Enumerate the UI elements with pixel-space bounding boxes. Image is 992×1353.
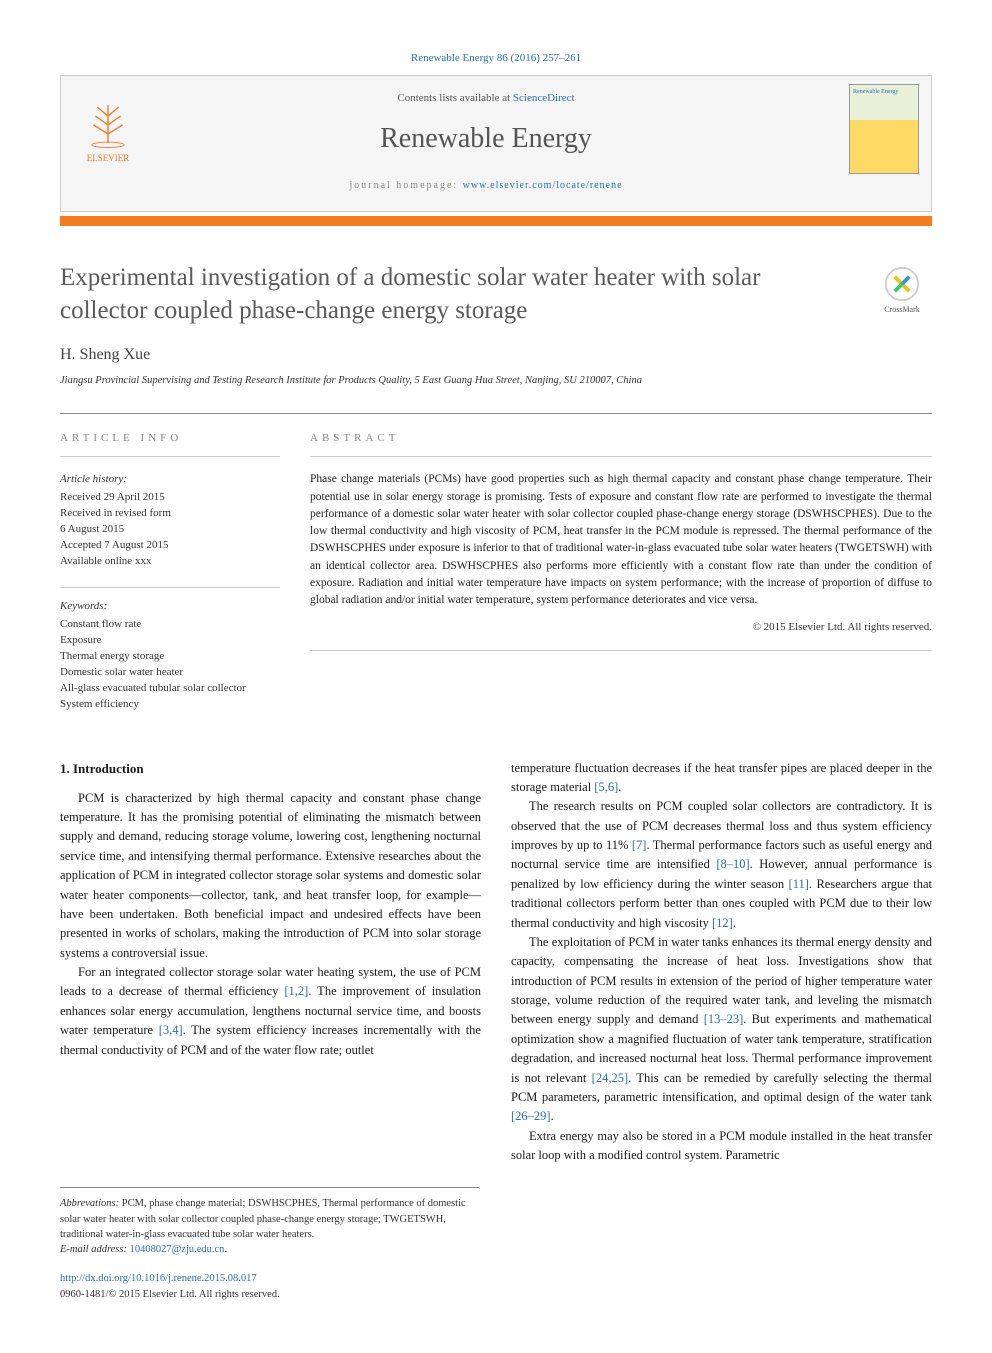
abbrev-label: Abbrevations:	[60, 1198, 119, 1209]
body-paragraph: temperature fluctuation decreases if the…	[511, 759, 932, 798]
history-item: Available online xxx	[60, 554, 280, 570]
email-line: E-mail address: 10408027@zju.edu.cn.	[60, 1242, 479, 1257]
contents-line: Contents lists available at ScienceDirec…	[161, 90, 811, 107]
homepage-prefix: journal homepage:	[349, 180, 462, 191]
history-item: Received 29 April 2015	[60, 490, 280, 506]
elsevier-logo: ELSEVIER	[73, 86, 143, 166]
column-right: temperature fluctuation decreases if the…	[511, 759, 932, 1166]
abbrev-text: PCM, phase change material; DSWHSCPHES, …	[60, 1198, 466, 1239]
journal-name: Renewable Energy	[161, 118, 811, 160]
journal-header: ELSEVIER Renewable Energy Contents lists…	[60, 75, 932, 213]
column-left: 1. Introduction PCM is characterized by …	[60, 759, 481, 1166]
doi-block: http://dx.doi.org/10.1016/j.renene.2015.…	[60, 1271, 932, 1303]
citation-ref[interactable]: [1,2]	[284, 984, 308, 998]
citation-bar: Renewable Energy 86 (2016) 257–261	[60, 50, 932, 67]
crossmark-badge[interactable]: CrossMark	[872, 266, 932, 316]
issn-copyright: 0960-1481/© 2015 Elsevier Ltd. All right…	[60, 1287, 932, 1303]
keyword-item: All-glass evacuated tubular solar collec…	[60, 681, 280, 697]
body-paragraph: For an integrated collector storage sola…	[60, 963, 481, 1060]
homepage-line: journal homepage: www.elsevier.com/locat…	[161, 178, 811, 193]
keyword-item: Thermal energy storage	[60, 649, 280, 665]
author-email-link[interactable]: 10408027@zju.edu.cn	[130, 1244, 225, 1255]
citation-ref[interactable]: [24,25]	[592, 1071, 628, 1085]
doi-link[interactable]: http://dx.doi.org/10.1016/j.renene.2015.…	[60, 1273, 257, 1284]
abstract-rule	[310, 650, 932, 651]
body-paragraph: Extra energy may also be stored in a PCM…	[511, 1127, 932, 1166]
citation-ref[interactable]: [26–29]	[511, 1109, 551, 1123]
email-label: E-mail address:	[60, 1244, 130, 1255]
citation-link[interactable]: Renewable Energy 86 (2016) 257–261	[411, 52, 581, 64]
history-item: Received in revised form	[60, 506, 280, 522]
journal-cover-thumbnail: Renewable Energy	[849, 84, 919, 174]
citation-ref[interactable]: [8–10]	[716, 857, 749, 871]
body-paragraph: The exploitation of PCM in water tanks e…	[511, 933, 932, 1127]
abstract-block: ABSTRACT Phase change materials (PCMs) h…	[310, 430, 932, 713]
accent-bar	[60, 216, 932, 226]
homepage-link[interactable]: www.elsevier.com/locate/renene	[463, 180, 623, 191]
history-item: 6 August 2015	[60, 522, 280, 538]
citation-ref[interactable]: [7]	[632, 838, 647, 852]
keyword-item: Constant flow rate	[60, 617, 280, 633]
citation-ref[interactable]: [5,6]	[594, 780, 618, 794]
article-info-heading: ARTICLE INFO	[60, 430, 280, 458]
body-paragraph: PCM is characterized by high thermal cap…	[60, 789, 481, 963]
citation-ref[interactable]: [11]	[789, 877, 809, 891]
crossmark-label: CrossMark	[884, 305, 920, 314]
contents-prefix: Contents lists available at	[397, 92, 512, 104]
footnotes: Abbrevations: PCM, phase change material…	[60, 1187, 479, 1257]
history-label: Article history:	[60, 471, 280, 488]
citation-ref[interactable]: [3,4]	[159, 1023, 183, 1037]
article-info-block: ARTICLE INFO Article history: Received 2…	[60, 430, 280, 713]
body-paragraph: The research results on PCM coupled sola…	[511, 797, 932, 933]
author-name: H. Sheng Xue	[60, 343, 932, 367]
abstract-heading: ABSTRACT	[310, 430, 932, 458]
keywords-label: Keywords:	[60, 587, 280, 615]
article-meta-row: ARTICLE INFO Article history: Received 2…	[60, 413, 932, 713]
cover-title: Renewable Energy	[853, 89, 898, 95]
citation-ref[interactable]: [13–23]	[704, 1012, 744, 1026]
citation-ref[interactable]: [12]	[712, 916, 733, 930]
keyword-item: Domestic solar water heater	[60, 665, 280, 681]
abstract-copyright: © 2015 Elsevier Ltd. All rights reserved…	[310, 619, 932, 636]
history-item: Accepted 7 August 2015	[60, 538, 280, 554]
section-heading-intro: 1. Introduction	[60, 759, 481, 779]
crossmark-icon	[884, 266, 920, 302]
article-title: Experimental investigation of a domestic…	[60, 262, 932, 327]
sciencedirect-link[interactable]: ScienceDirect	[513, 92, 575, 104]
title-text: Experimental investigation of a domestic…	[60, 264, 760, 324]
author-affiliation: Jiangsu Provincial Supervising and Testi…	[60, 373, 932, 389]
elsevier-label: ELSEVIER	[87, 152, 130, 166]
keyword-item: Exposure	[60, 633, 280, 649]
abstract-text: Phase change materials (PCMs) have good …	[310, 471, 932, 609]
body-columns: 1. Introduction PCM is characterized by …	[60, 759, 932, 1166]
abbreviations: Abbrevations: PCM, phase change material…	[60, 1196, 479, 1242]
elsevier-tree-icon	[81, 98, 135, 152]
keyword-item: System efficiency	[60, 697, 280, 713]
